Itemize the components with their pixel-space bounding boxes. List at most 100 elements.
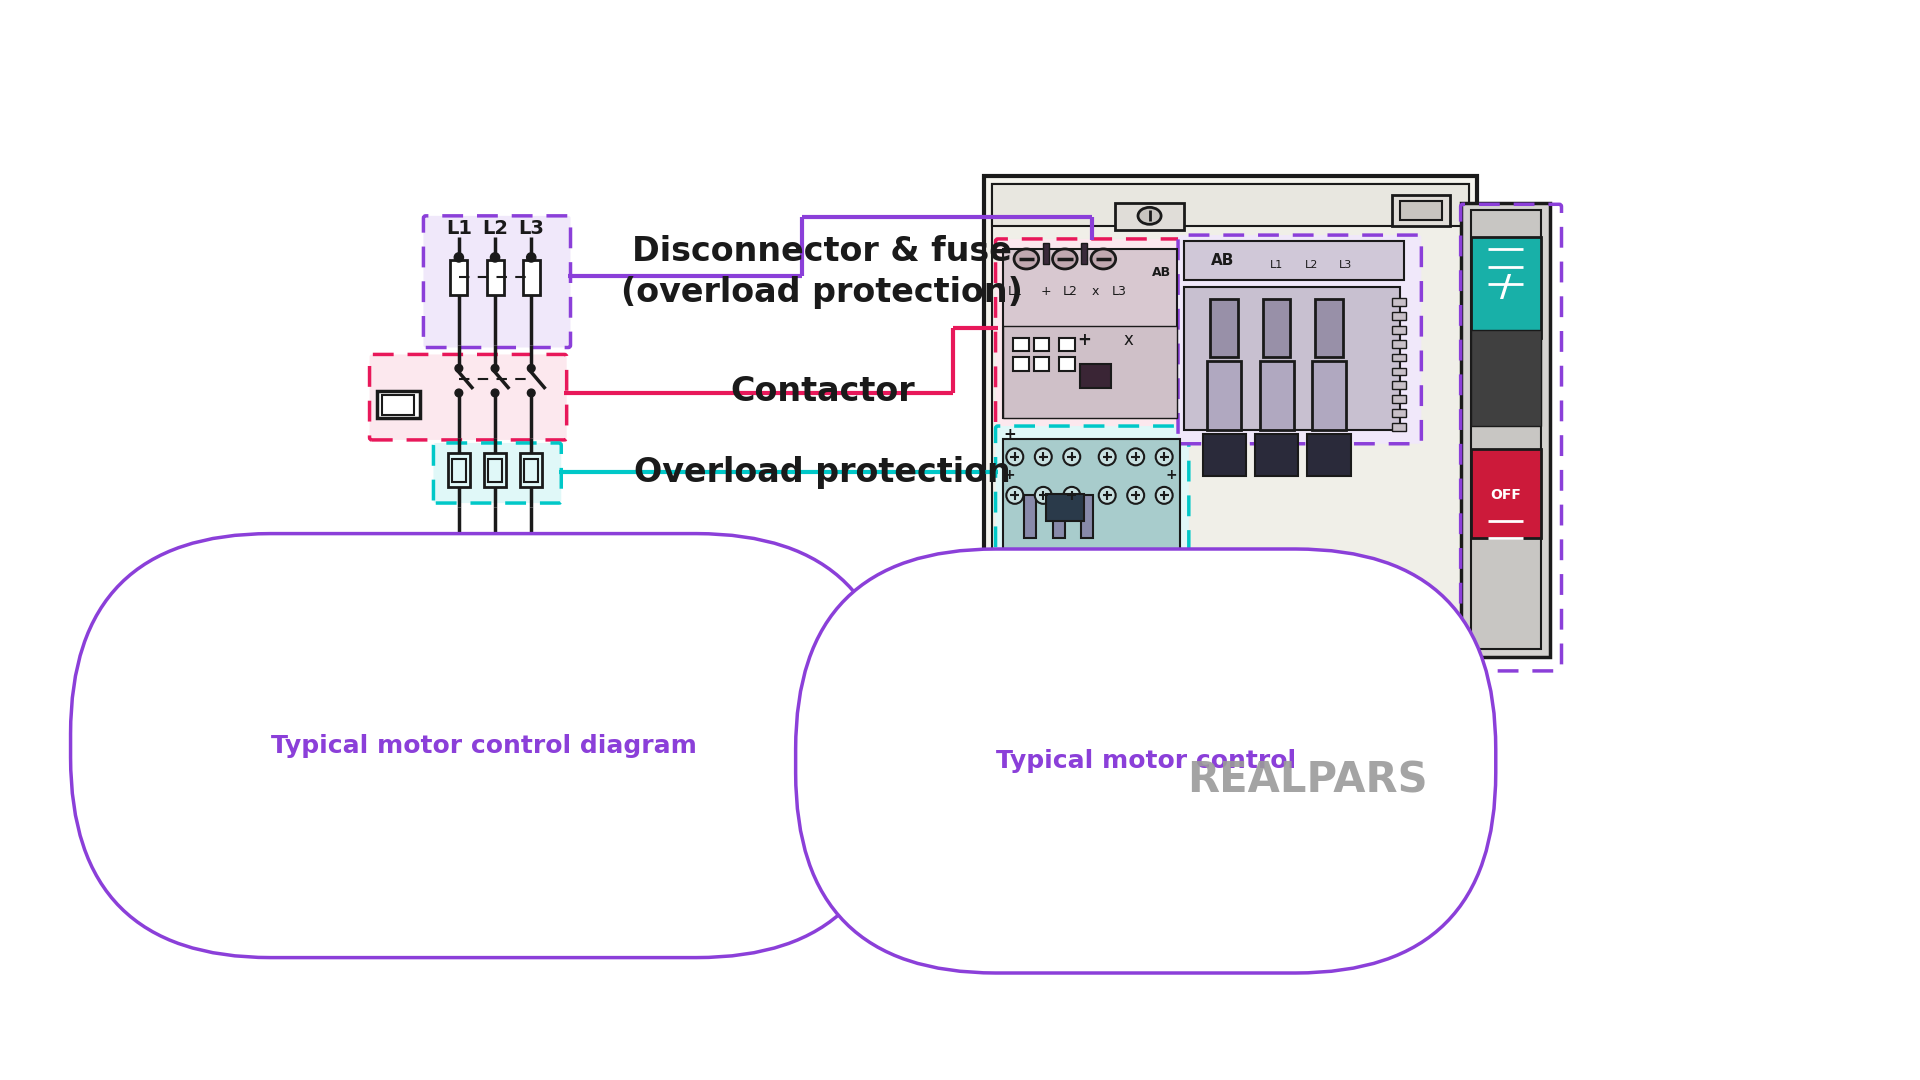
Text: Disconnector & fuse
(overload protection): Disconnector & fuse (overload protection… (622, 235, 1023, 309)
Bar (1392, 409, 1405, 417)
Bar (486, 259, 503, 295)
Circle shape (1098, 448, 1116, 465)
Text: Typical motor control: Typical motor control (996, 750, 1296, 773)
Bar (1392, 367, 1405, 375)
Bar (1014, 577, 1023, 599)
Circle shape (1127, 487, 1144, 503)
Bar (1052, 496, 1066, 538)
Bar (1035, 337, 1050, 351)
Bar (1060, 356, 1075, 370)
Circle shape (526, 588, 536, 596)
Circle shape (455, 389, 463, 396)
Text: L1: L1 (1008, 285, 1021, 298)
Text: I: I (1079, 546, 1083, 559)
Text: Contactor: Contactor (730, 375, 914, 408)
Bar (1263, 299, 1290, 356)
Bar (451, 259, 467, 295)
Bar (1092, 577, 1102, 599)
Bar (1060, 337, 1075, 351)
Bar (1104, 577, 1116, 599)
Bar (1392, 298, 1405, 306)
Text: Overload protection: Overload protection (634, 456, 1010, 489)
Bar (1208, 361, 1240, 430)
Text: AB: AB (1152, 266, 1171, 279)
Bar (1392, 423, 1405, 431)
FancyBboxPatch shape (434, 443, 561, 503)
Circle shape (1006, 487, 1023, 503)
FancyBboxPatch shape (1179, 235, 1421, 444)
Bar (1046, 494, 1085, 521)
Bar (1081, 364, 1112, 388)
Bar (1004, 440, 1181, 561)
Bar (1066, 577, 1077, 599)
Circle shape (1127, 448, 1144, 465)
Circle shape (1068, 576, 1075, 583)
Text: x: x (1123, 332, 1133, 349)
Ellipse shape (1052, 249, 1077, 269)
Circle shape (1119, 576, 1127, 583)
Bar (1079, 577, 1089, 599)
Bar (1116, 203, 1185, 230)
Ellipse shape (1139, 207, 1162, 225)
Circle shape (526, 253, 536, 262)
Text: +: + (1004, 468, 1016, 482)
Circle shape (1098, 487, 1116, 503)
Bar (1311, 577, 1327, 599)
Bar (1292, 577, 1308, 599)
Text: L3: L3 (518, 218, 543, 238)
Bar (484, 453, 505, 487)
Circle shape (1131, 576, 1140, 583)
Circle shape (1035, 448, 1052, 465)
Bar (1158, 577, 1167, 599)
Bar (488, 459, 501, 483)
Circle shape (1064, 448, 1081, 465)
FancyBboxPatch shape (996, 239, 1185, 432)
Circle shape (528, 389, 536, 396)
Text: +: + (1002, 427, 1016, 442)
Circle shape (1156, 448, 1173, 465)
Circle shape (492, 364, 499, 373)
Text: L2: L2 (1064, 285, 1077, 298)
Circle shape (455, 364, 463, 373)
Bar (1185, 287, 1400, 430)
Bar (1350, 577, 1365, 599)
Text: L1: L1 (445, 218, 472, 238)
Text: L3: L3 (1112, 285, 1127, 298)
Text: x: x (1092, 285, 1100, 298)
Bar (1392, 195, 1450, 226)
Bar (983, 176, 1476, 691)
Bar (1392, 381, 1405, 389)
Bar (1014, 337, 1029, 351)
Bar (520, 453, 541, 487)
Circle shape (528, 364, 536, 373)
Text: AB: AB (1212, 253, 1235, 268)
Circle shape (1081, 576, 1089, 583)
Bar (1081, 243, 1087, 265)
Circle shape (1144, 576, 1152, 583)
Ellipse shape (1091, 249, 1116, 269)
Circle shape (1006, 448, 1023, 465)
Bar (1392, 395, 1405, 403)
Bar (1117, 577, 1127, 599)
FancyBboxPatch shape (996, 426, 1188, 569)
Text: L1: L1 (1269, 260, 1283, 270)
Bar (1331, 577, 1346, 599)
Ellipse shape (1014, 249, 1039, 269)
Circle shape (1064, 487, 1081, 503)
Bar (1000, 577, 1012, 599)
Text: T1   T2   T3: T1 T2 T3 (1288, 610, 1357, 623)
Circle shape (455, 253, 463, 262)
Text: +: + (1165, 468, 1177, 482)
Bar (1185, 241, 1404, 280)
Bar (1308, 434, 1350, 476)
Circle shape (1027, 576, 1035, 583)
Bar (1023, 496, 1037, 538)
Bar (1131, 577, 1140, 599)
Bar (1392, 353, 1405, 362)
Bar (1392, 312, 1405, 320)
Bar (1081, 496, 1092, 538)
Bar (1004, 326, 1177, 418)
Text: +: + (1041, 285, 1050, 298)
Text: /: / (1501, 273, 1511, 302)
Text: +: + (1077, 332, 1091, 349)
